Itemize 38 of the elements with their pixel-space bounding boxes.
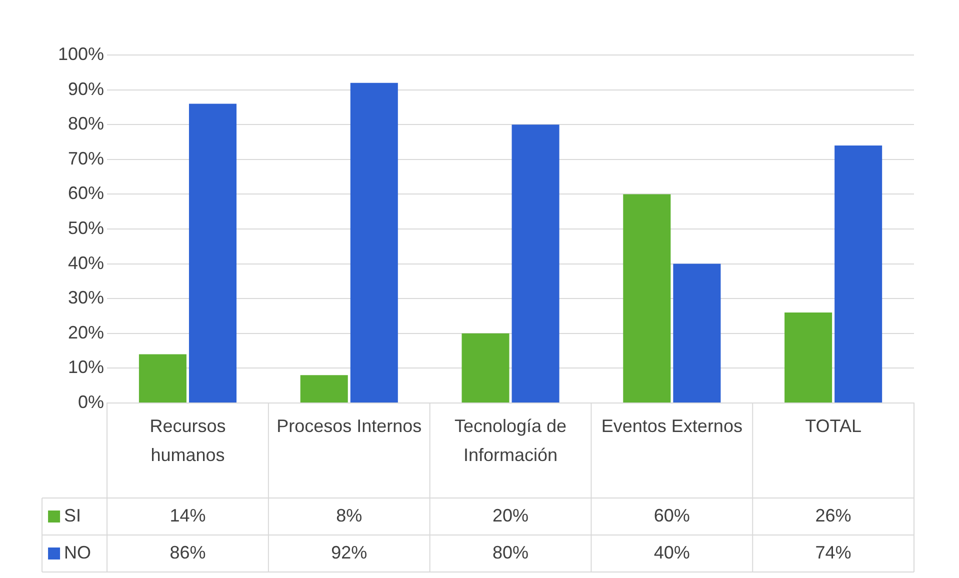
x-tick-label: Procesos Internos [276,416,422,436]
legend-label: SI [64,505,82,526]
data-label: 20% [492,505,529,526]
data-label: 86% [170,542,206,562]
bar [834,145,882,402]
y-tick-label: 0% [78,392,104,412]
bar [623,194,671,402]
data-label: 26% [815,505,852,526]
data-label: 40% [654,542,690,562]
x-tick-label: Tecnología de Información [454,416,567,465]
y-tick-label: 10% [68,357,104,378]
bar [300,375,348,402]
x-tick-label: TOTAL [805,416,862,436]
bar [138,354,186,402]
y-tick-label: 70% [68,148,104,168]
data-label: 8% [336,505,362,526]
data-label: 14% [170,505,206,526]
bar [673,264,721,402]
y-tick-label: 20% [68,322,104,342]
y-tick-label: 40% [68,252,104,273]
x-tick-label: Recursos humanos [150,416,226,465]
data-label: 92% [331,542,368,562]
bar [188,104,237,402]
y-tick-label: 60% [68,183,104,204]
y-tick-label: 90% [68,78,104,99]
x-tick-label: Eventos Externos [601,416,742,436]
bar [350,82,398,402]
data-label: 60% [654,505,690,526]
bar [512,124,560,402]
y-tick-label: 100% [58,44,104,64]
data-label: 74% [815,542,852,562]
y-tick-label: 30% [68,288,104,308]
bar [784,312,832,402]
legend-label: NO [64,542,92,562]
data-label: 80% [492,542,529,562]
y-tick-label: 50% [68,218,104,238]
bar [462,333,510,402]
y-tick-label: 80% [68,114,104,134]
